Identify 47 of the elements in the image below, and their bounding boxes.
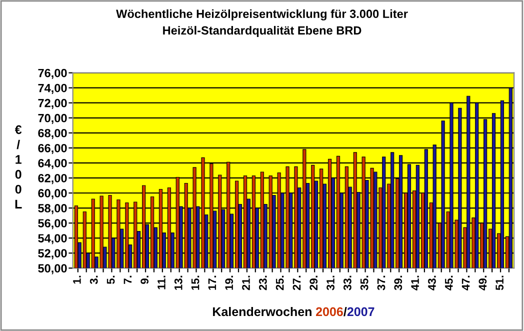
x-tick-label: 15. xyxy=(191,276,200,290)
x-tick-label: 41. xyxy=(411,276,419,290)
x-tick-label: 43. xyxy=(428,276,436,290)
x-tick-label: 11. xyxy=(158,276,166,290)
y-tick-label: 60,00 xyxy=(38,189,67,200)
y-tick-label: 62,00 xyxy=(38,174,67,184)
y-axis-title: €/100L xyxy=(14,125,22,208)
x-tick-label: 13. xyxy=(174,276,182,290)
y-tick-label: 66,00 xyxy=(38,144,67,154)
text: / xyxy=(344,306,347,316)
x-tick-label: 23. xyxy=(258,276,267,290)
x-tick-label: 33. xyxy=(343,276,352,290)
y-tick-label: 68,00 xyxy=(38,128,67,140)
y-tick-label: 76,00 xyxy=(38,68,67,79)
x-tick-label: 5. xyxy=(106,276,115,284)
x-tick-label: 29. xyxy=(310,276,318,290)
x-tick-label: 45. xyxy=(445,276,453,290)
y-tick-label: 74,00 xyxy=(38,84,67,94)
x-tick-label: 39. xyxy=(394,276,402,290)
text: 2006 xyxy=(316,307,343,316)
x-tick-label: 1. xyxy=(73,276,81,284)
x-tick-label: 7. xyxy=(124,276,132,284)
x-tick-label: 9. xyxy=(140,276,149,284)
x-tick-label: 27. xyxy=(292,276,301,290)
x-axis-title: Kalenderwochen xyxy=(213,306,312,316)
x-tick-label: 51. xyxy=(496,276,504,290)
x-tick-label: 35. xyxy=(360,276,368,290)
x-tick-label: 47. xyxy=(462,276,470,290)
x-tick-label: 37. xyxy=(377,276,386,290)
x-tick-label: 49. xyxy=(478,276,487,290)
x-tick-label: 17. xyxy=(208,276,216,290)
text: 2007 xyxy=(347,307,374,316)
y-tick-label: 52,00 xyxy=(38,249,67,260)
x-tick-label: 31. xyxy=(326,276,334,290)
chart-subtitle: Heizöl-Standardqualität Ebene BRD xyxy=(163,26,362,37)
x-tick-label: 21. xyxy=(242,276,250,290)
y-tick-label: 72,00 xyxy=(38,98,67,109)
chart-title: Wöchentliche Heizölpreisentwicklung für 3.000 Liter xyxy=(116,9,408,20)
x-tick-label: 19. xyxy=(225,276,234,290)
y-tick-label: 58,00 xyxy=(38,204,67,214)
y-tick-label: 54,00 xyxy=(38,234,67,244)
y-tick-label: 56,00 xyxy=(38,219,67,230)
y-tick-label: 50,00 xyxy=(38,264,67,274)
y-tick-label: 64,00 xyxy=(38,158,67,170)
y-tick-label: 70,00 xyxy=(38,114,67,124)
x-tick-label: 3. xyxy=(90,276,98,284)
x-tick-label: 25. xyxy=(276,276,284,290)
